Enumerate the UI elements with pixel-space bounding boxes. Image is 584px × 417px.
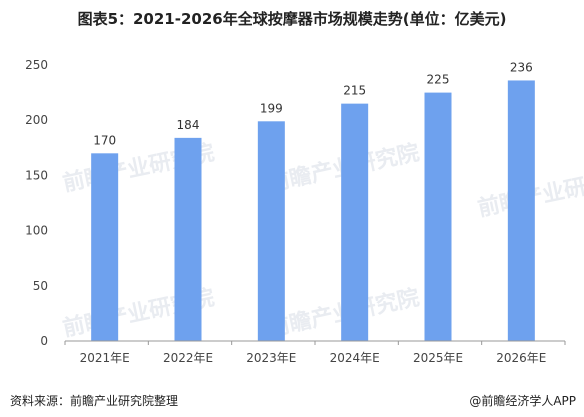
bar — [341, 103, 369, 341]
x-tick-label: 2022年E — [163, 351, 213, 365]
bar — [91, 153, 119, 341]
y-tick-label: 100 — [25, 224, 48, 238]
data-label: 184 — [177, 118, 200, 132]
chart-title: 图表5：2021-2026年全球按摩器市场规模走势(单位：亿美元) — [77, 10, 507, 28]
y-tick-label: 0 — [40, 334, 48, 348]
y-tick-label: 200 — [25, 113, 48, 127]
data-label: 236 — [510, 60, 533, 74]
x-tick-label: 2026年E — [496, 351, 546, 365]
brand-label: @前瞻经济学人APP — [469, 394, 576, 408]
data-label: 199 — [260, 101, 283, 115]
watermark-layer: 前瞻产业研究院前瞻产业研究院前瞻产业研究院前瞻产业研究院前瞻产业研究院 — [61, 139, 584, 341]
y-tick-label: 150 — [25, 168, 48, 182]
bars: 170 184 199 215 225 236 — [91, 60, 535, 342]
source-note: 资料来源：前瞻产业研究院整理 — [10, 394, 179, 408]
x-axis: 2021年E 2022年E 2023年E 2024年E 2025年E 2026年E — [64, 340, 566, 365]
x-tick-label: 2024年E — [330, 351, 380, 365]
bar — [257, 121, 285, 341]
x-tick-label: 2021年E — [80, 351, 130, 365]
x-tick-label: 2023年E — [246, 351, 296, 365]
y-tick-label: 50 — [33, 279, 48, 293]
x-tick-label: 2025年E — [413, 351, 463, 365]
data-label: 225 — [427, 73, 450, 87]
y-tick-label: 250 — [25, 58, 48, 72]
y-axis: 0 50 100 150 200 250 — [25, 58, 48, 348]
bar — [174, 137, 202, 341]
bar — [424, 92, 452, 341]
bar — [507, 80, 535, 342]
data-label: 170 — [93, 133, 116, 147]
data-label: 215 — [343, 84, 366, 98]
